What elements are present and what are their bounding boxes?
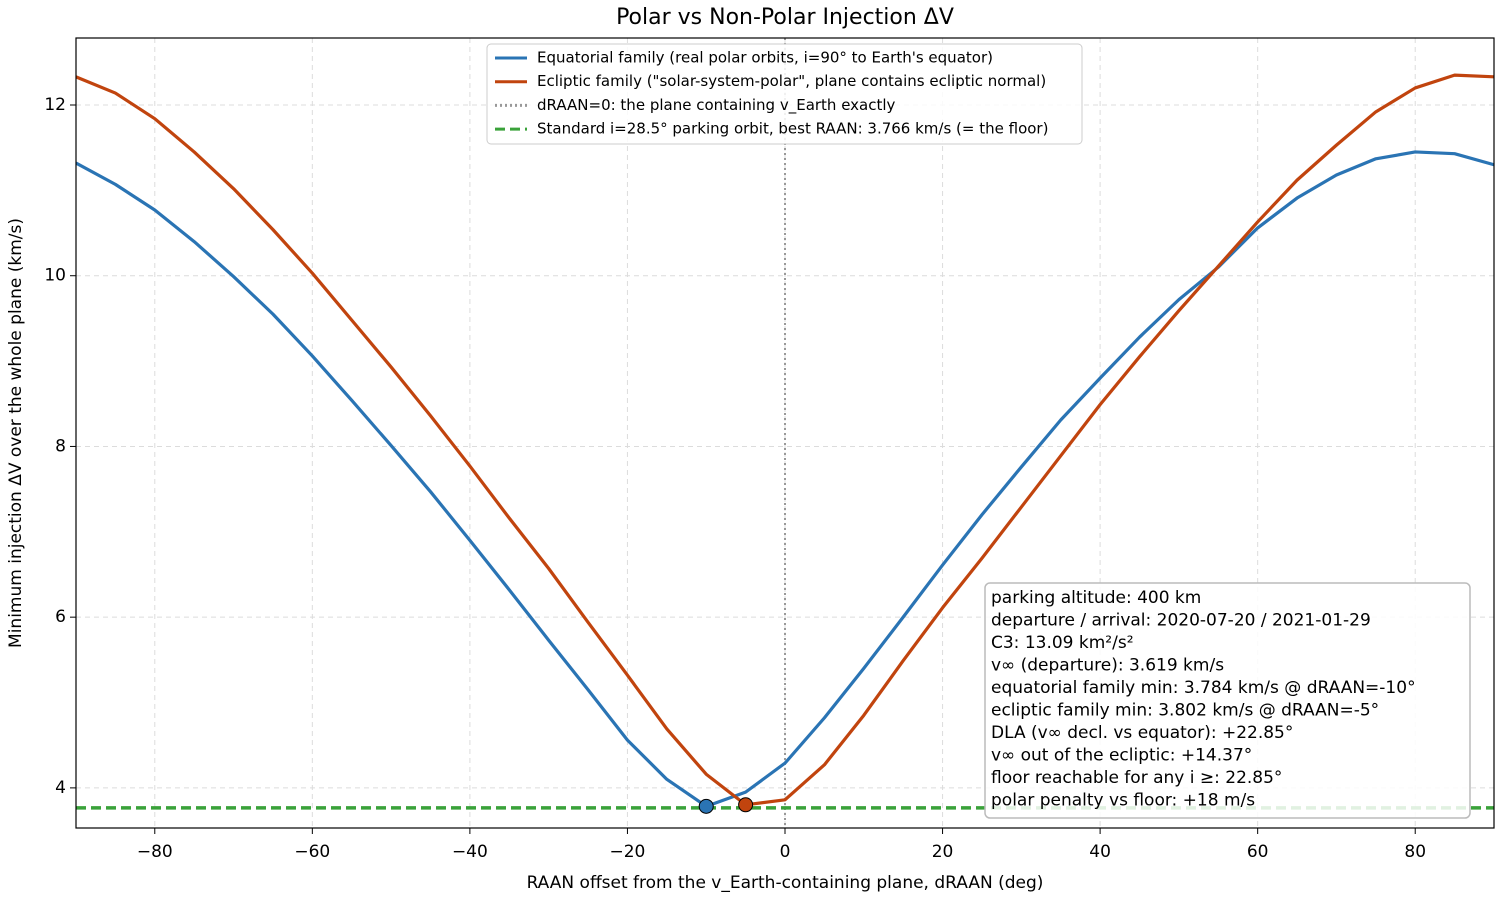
x-tick-label: 40 — [1089, 842, 1111, 862]
x-tick-label: −20 — [609, 842, 645, 862]
annotation-line: ecliptic family min: 3.802 km/s @ dRAAN=… — [991, 701, 1379, 721]
annotation-line: polar penalty vs floor: +18 m/s — [991, 791, 1255, 811]
plot-frame — [75, 37, 1495, 829]
x-tick-label: −80 — [137, 842, 173, 862]
annotation-line: equatorial family min: 3.784 km/s @ dRAA… — [991, 678, 1416, 698]
legend-box — [486, 43, 1083, 145]
annotation-box — [984, 582, 1471, 819]
annotation-line: departure / arrival: 2020-07-20 / 2021-0… — [991, 611, 1371, 631]
series-line — [76, 150, 1494, 808]
annotation-line: floor reachable for any i ≥: 22.85° — [991, 768, 1282, 788]
x-tick-label: 60 — [1247, 842, 1269, 862]
annotation-line: v∞ (departure): 3.619 km/s — [991, 656, 1224, 676]
chart-title: Polar vs Non-Polar Injection ΔV — [616, 5, 954, 30]
x-tick-label: 80 — [1404, 842, 1426, 862]
y-tick-label: 10 — [44, 266, 66, 286]
legend-label: Ecliptic family ("solar-system-polar", p… — [537, 72, 1046, 90]
y-tick-label: 8 — [55, 436, 66, 456]
legend-label: dRAAN=0: the plane containing v_Earth ex… — [537, 96, 896, 115]
y-tick-label: 4 — [55, 778, 66, 798]
annotation-line: C3: 13.09 km²/s² — [991, 633, 1134, 653]
legend-label: Standard i=28.5° parking orbit, best RAA… — [537, 120, 1048, 138]
annotation-line: v∞ out of the ecliptic: +14.37° — [991, 746, 1252, 766]
y-tick-label: 12 — [44, 95, 66, 115]
min-marker — [738, 797, 754, 813]
x-tick-label: −60 — [294, 842, 330, 862]
x-tick-label: 0 — [780, 842, 791, 862]
x-tick-label: −40 — [452, 842, 488, 862]
annotation-line: DLA (v∞ decl. vs equator): +22.85° — [991, 723, 1293, 743]
x-tick-label: 20 — [932, 842, 954, 862]
y-tick-label: 6 — [55, 607, 66, 627]
x-axis-label: RAAN offset from the v_Earth-containing … — [527, 873, 1044, 893]
annotation-line: parking altitude: 400 km — [991, 588, 1201, 608]
min-marker — [698, 798, 714, 814]
series-line — [76, 73, 1494, 807]
legend-label: Equatorial family (real polar orbits, i=… — [537, 49, 993, 67]
y-axis-label: Minimum injection ΔV over the whole plan… — [6, 218, 26, 648]
